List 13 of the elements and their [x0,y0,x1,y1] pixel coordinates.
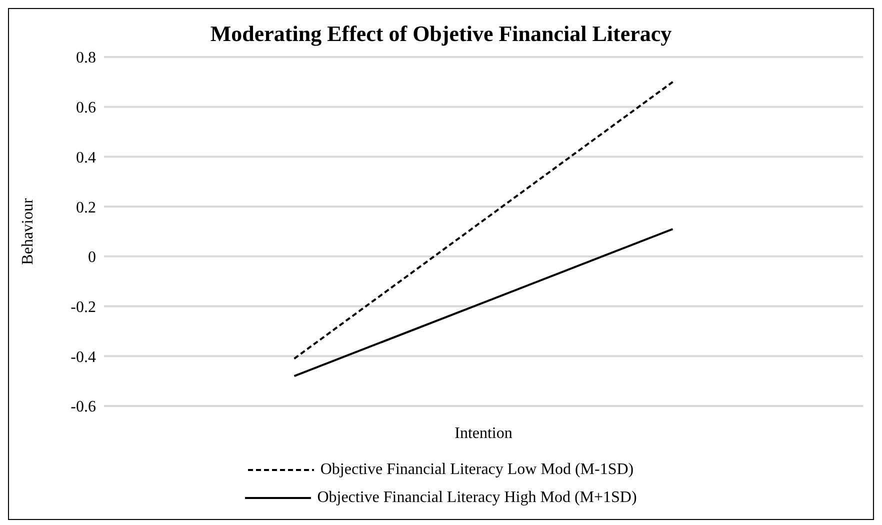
legend-label: Objective Financial Literacy High Mod (M+1SD) [317,489,637,507]
chart-title: Moderating Effect of Objetive Financial Literacy [209,20,673,47]
y-tick-label: 0.4 [76,149,96,166]
y-tick-label: 0 [88,249,96,266]
y-tick-label: 0.6 [76,100,96,117]
y-tick-label: -0.6 [70,398,96,416]
y-axis-title: Behaviour [20,198,37,265]
y-tick-label: -0.2 [70,298,96,316]
x-axis-title: Intention [454,425,512,442]
legend-label: Objective Financial Literacy Low Mod (M-1SD) [320,461,634,479]
y-tick-label: -0.4 [70,348,96,366]
y-tick-label: 0.8 [76,50,96,67]
y-tick-label: 0.2 [76,199,96,216]
